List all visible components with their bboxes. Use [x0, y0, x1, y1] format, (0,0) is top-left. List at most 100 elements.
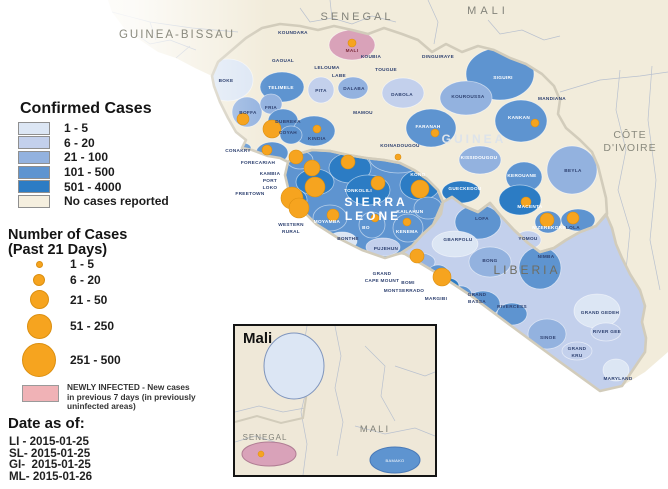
cases-circle-swatch — [35, 260, 43, 268]
cases-circle-row: 1 - 5 — [8, 257, 218, 271]
district-label: BONTHE — [337, 236, 359, 241]
district-label: COYAH — [279, 130, 297, 135]
district-sinoe — [527, 318, 567, 350]
cases-circle-cell — [8, 273, 70, 286]
recent-cases-dot — [262, 119, 282, 139]
recent-cases-dot — [340, 154, 356, 170]
country-label: D'IVOIRE — [603, 142, 656, 154]
district-label: SINOE — [540, 335, 556, 340]
cases-circle-swatch — [29, 290, 49, 309]
district-label: KOINADOUGOU — [380, 143, 420, 148]
district-label: TONKOLILI — [344, 188, 372, 193]
confirmed-class-swatch — [18, 121, 50, 135]
district-label: MOYAMBA — [314, 219, 341, 224]
confirmed-class-label: No cases reported — [64, 194, 169, 209]
confirmed-class-swatch — [18, 136, 50, 150]
district-label: DINGUIRAYE — [422, 54, 454, 59]
district-label: FORECARIAH — [241, 160, 276, 165]
district-label: GBARPOLU — [443, 237, 473, 242]
district-label: PITA — [315, 88, 327, 93]
date-line: LI - 2015-01-25 — [9, 435, 89, 448]
district-label: LOLA — [566, 225, 580, 230]
country-label: SIERRA — [344, 195, 407, 209]
inset-kayes-region — [263, 332, 325, 400]
cases-circle-label: 251 - 500 — [70, 353, 121, 367]
date-as-of-title: Date as of: — [8, 415, 85, 432]
cases-circle-row: 6 - 20 — [8, 271, 218, 288]
country-label: LIBERIA — [493, 263, 560, 277]
cases-circle-cell — [8, 290, 70, 309]
district-label: KONO — [410, 172, 425, 177]
country-label: GUINEA — [442, 132, 507, 146]
confirmed-class-row: 21 - 100 — [18, 150, 169, 165]
cases-circle-swatch — [22, 343, 56, 377]
district-label: PORT — [263, 178, 277, 183]
cases-circle-swatch — [26, 313, 52, 339]
cases-circle-label: 1 - 5 — [70, 257, 95, 271]
number-of-cases-legend-title: Number of Cases (Past 21 Days) — [8, 228, 127, 258]
inset-border-line — [364, 345, 396, 422]
country-label: SENEGAL — [321, 11, 394, 23]
district-kissidougou — [458, 145, 502, 175]
recent-cases-dot — [236, 112, 250, 126]
confirmed-class-row: 501 - 4000 — [18, 179, 169, 194]
district-label: GRAND — [468, 292, 487, 297]
date-line: ML- 2015-01-26 — [9, 469, 93, 483]
inset-border-line — [394, 365, 435, 377]
district-label: MACENTA — [517, 204, 543, 209]
district-label: LABE — [332, 73, 346, 78]
country-label: LEONE — [345, 209, 401, 223]
district-label: NIMBA — [538, 254, 555, 259]
district-label: KAILAHUN — [397, 209, 424, 214]
district-label: MAMOU — [353, 110, 373, 115]
district-label: TELIMELE — [268, 85, 294, 90]
recent-cases-dot — [326, 208, 340, 222]
cases-circle-cell — [8, 313, 70, 339]
inset-bamako-region — [369, 446, 421, 474]
district-label: GUECKEDOU — [448, 186, 481, 191]
district-bong — [468, 246, 512, 278]
district-label: KRU — [571, 353, 582, 358]
inset-border-line — [235, 435, 276, 443]
recent-cases-dot — [304, 176, 326, 198]
district-label: KOUROUSSA — [451, 94, 484, 99]
district-label: RIVER GEE — [593, 329, 621, 334]
recent-cases-dot — [261, 144, 273, 156]
district-label: FARANAH — [415, 124, 440, 129]
inset-label: BAMAKO — [386, 458, 405, 463]
cases-circle-label: 6 - 20 — [70, 272, 101, 287]
minor-border-line — [427, 0, 439, 45]
recent-cases-dot — [370, 213, 380, 223]
newly-infected-legend: NEWLY INFECTED - New cases in previous 7… — [22, 382, 227, 412]
district-label: RIVERCESS — [497, 304, 527, 309]
district-label: BASSA — [468, 299, 486, 304]
district-river-gee — [590, 322, 622, 342]
cases-circle-row: 21 - 50 — [8, 288, 218, 311]
cases-circle-cell — [8, 343, 70, 377]
district-label: DABOLA — [391, 92, 413, 97]
inset-label: MALI — [360, 424, 390, 435]
country-border-liberia — [399, 195, 648, 393]
district-maryland — [602, 358, 630, 382]
recent-cases-dot — [312, 124, 322, 134]
district-label: N'ZEREKORE — [532, 225, 566, 230]
district-dalaba — [337, 76, 369, 100]
district-beyla — [546, 145, 598, 195]
mali-inset-svg: SENEGAL MALI BAMAKO Mali — [235, 326, 435, 475]
district-grand-kru — [561, 341, 593, 361]
district-kankan — [494, 99, 548, 143]
confirmed-class-row: 1 - 5 — [18, 121, 169, 136]
minor-border-line — [559, 71, 668, 93]
number-of-cases-title-line2: (Past 21 Days) — [8, 242, 108, 258]
district-kenema — [392, 213, 424, 243]
inset-title: Mali — [243, 330, 272, 347]
recent-cases-dot — [288, 197, 310, 219]
country-label: MALI — [467, 5, 509, 17]
recent-cases-dot — [409, 248, 425, 264]
confirmed-class-row: No cases reported — [18, 194, 169, 209]
district-label: GRAND GEDEH — [581, 310, 620, 315]
recent-cases-dot — [394, 153, 402, 161]
district-label: KINDIA — [308, 136, 326, 141]
date-as-of-lines: LI - 2015-01-25 SL- 2015-01-25 GI- 2015-01… — [9, 436, 92, 482]
